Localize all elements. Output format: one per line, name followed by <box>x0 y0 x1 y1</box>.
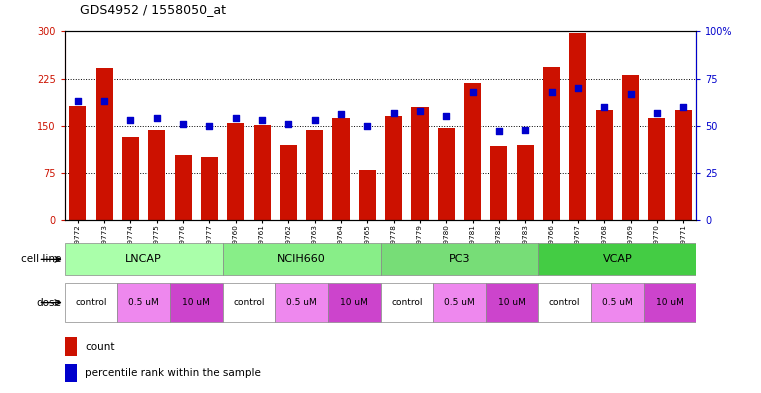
Text: control: control <box>549 298 581 307</box>
Text: control: control <box>391 298 422 307</box>
Bar <box>170 283 223 322</box>
Point <box>72 98 84 105</box>
Bar <box>674 110 692 220</box>
Point <box>651 109 663 116</box>
Bar <box>122 137 139 220</box>
Bar <box>223 243 380 275</box>
Text: control: control <box>75 298 107 307</box>
Text: 0.5 uM: 0.5 uM <box>129 298 159 307</box>
Point <box>440 113 452 119</box>
Bar <box>65 243 223 275</box>
Bar <box>596 110 613 220</box>
Point <box>572 85 584 91</box>
Text: NCIH660: NCIH660 <box>277 254 326 264</box>
Text: 10 uM: 10 uM <box>340 298 368 307</box>
Bar <box>333 118 349 220</box>
Text: 0.5 uM: 0.5 uM <box>444 298 475 307</box>
Point <box>546 89 558 95</box>
Point <box>230 115 242 121</box>
Bar <box>201 157 218 220</box>
Point <box>466 89 479 95</box>
Text: VCAP: VCAP <box>603 254 632 264</box>
Point <box>414 108 426 114</box>
Bar <box>622 75 639 220</box>
Bar <box>65 283 117 322</box>
Bar <box>438 128 455 220</box>
Bar <box>433 283 486 322</box>
Point <box>493 128 505 134</box>
Point <box>309 117 321 123</box>
Text: 10 uM: 10 uM <box>498 298 526 307</box>
Text: 10 uM: 10 uM <box>656 298 684 307</box>
Point <box>387 109 400 116</box>
Bar <box>539 283 591 322</box>
Text: control: control <box>233 298 265 307</box>
Bar <box>96 68 113 220</box>
Bar <box>380 283 433 322</box>
Bar <box>275 283 328 322</box>
Bar <box>569 33 587 220</box>
Bar <box>517 145 533 220</box>
Text: count: count <box>85 342 115 352</box>
Bar <box>328 283 380 322</box>
Bar <box>228 123 244 220</box>
Point <box>625 90 637 97</box>
Bar <box>648 118 665 220</box>
Bar <box>412 107 428 220</box>
Bar <box>385 116 403 220</box>
Bar <box>223 283 275 322</box>
Point <box>177 121 189 127</box>
Text: GDS4952 / 1558050_at: GDS4952 / 1558050_at <box>80 3 226 16</box>
Point <box>335 111 347 118</box>
Bar <box>65 337 77 356</box>
Text: 0.5 uM: 0.5 uM <box>602 298 632 307</box>
Point <box>677 104 689 110</box>
Text: LNCAP: LNCAP <box>126 254 162 264</box>
Bar <box>644 283 696 322</box>
Bar <box>253 125 271 220</box>
Point <box>124 117 136 123</box>
Text: cell line: cell line <box>21 254 61 264</box>
Bar <box>539 243 696 275</box>
Bar <box>464 83 481 220</box>
Bar <box>591 283 644 322</box>
Bar <box>280 145 297 220</box>
Bar <box>65 364 77 382</box>
Bar <box>543 67 560 220</box>
Bar <box>358 170 376 220</box>
Bar <box>174 155 192 220</box>
Bar <box>117 283 170 322</box>
Point <box>598 104 610 110</box>
Bar <box>486 283 539 322</box>
Text: PC3: PC3 <box>449 254 470 264</box>
Bar <box>490 146 508 220</box>
Text: 10 uM: 10 uM <box>183 298 210 307</box>
Bar <box>306 130 323 220</box>
Point <box>98 98 110 105</box>
Point <box>256 117 268 123</box>
Point <box>361 123 374 129</box>
Point <box>203 123 215 129</box>
Point <box>282 121 295 127</box>
Text: 0.5 uM: 0.5 uM <box>286 298 317 307</box>
Bar <box>380 243 539 275</box>
Text: dose: dose <box>36 298 61 308</box>
Bar <box>148 130 165 220</box>
Point <box>519 127 531 133</box>
Text: percentile rank within the sample: percentile rank within the sample <box>85 369 261 378</box>
Bar <box>69 106 87 220</box>
Point <box>151 115 163 121</box>
